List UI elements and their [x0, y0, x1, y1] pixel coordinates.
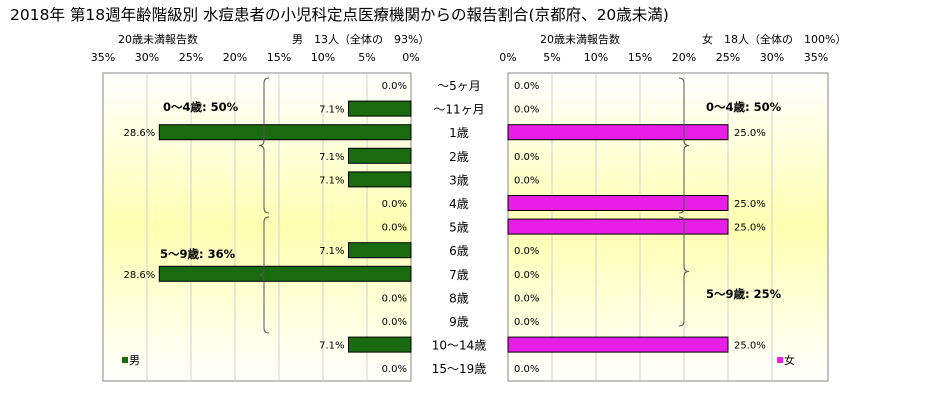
female-bar — [507, 124, 729, 141]
male-group-label-0-4: 0～4歳: 50% — [163, 100, 239, 114]
male-bar — [348, 171, 412, 188]
female-x-tick-label: 10% — [584, 51, 608, 64]
female-bar — [507, 195, 729, 211]
male-bar — [348, 336, 412, 353]
male-axis-caption: 20歳未満報告数 — [118, 33, 198, 46]
female-axis-caption: 20歳未満報告数 — [540, 33, 620, 46]
male-data-label: 0.0% — [382, 223, 407, 234]
male-legend-label: 男 — [129, 354, 140, 367]
female-data-label: 0.0% — [514, 105, 539, 116]
category-labels: ～5ヶ月 ～11ヶ月 1歳 2歳 3歳 4歳 5歳 6歳 7歳 8歳 9歳 10～14歳 15～19歳 — [432, 79, 487, 376]
category-label: 10～14歳 — [432, 339, 487, 353]
female-data-label: 0.0% — [514, 293, 539, 304]
female-data-label: 0.0% — [514, 270, 539, 281]
female-bar — [507, 218, 729, 235]
female-x-tick-label: 0% — [499, 51, 516, 64]
category-label: 6歳 — [449, 244, 469, 258]
female-x-tick-label: 35% — [804, 51, 828, 64]
male-x-tick-label: 25% — [179, 51, 203, 64]
male-x-tick-label: 0% — [402, 51, 419, 64]
female-data-label: 25.0% — [734, 128, 766, 139]
male-data-label: 0.0% — [382, 81, 407, 92]
male-group-brace — [258, 216, 270, 334]
female-header: 女 18人（全体の 100%） — [702, 32, 846, 46]
male-data-label: 0.0% — [382, 293, 407, 304]
male-x-tick-label: 5% — [358, 51, 375, 64]
female-x-tick-label: 20% — [672, 51, 696, 64]
female-data-label: 0.0% — [514, 317, 539, 328]
male-x-tick-label: 20% — [223, 51, 247, 64]
female-x-tick-label: 30% — [760, 51, 784, 64]
female-bar — [507, 336, 729, 353]
chart-title: 2018年 第18週年齢階級別 水痘患者の小児科定点医療機関からの報告割合(京都… — [10, 6, 669, 24]
male-bar — [348, 147, 412, 164]
female-legend-label: 女 — [784, 353, 795, 367]
female-legend-swatch — [777, 357, 783, 363]
category-label: 9歳 — [449, 315, 469, 329]
male-x-tick-label: 10% — [311, 51, 335, 64]
male-header: 男 13人（全体の 93%） — [292, 32, 429, 46]
male-x-tick-label: 15% — [267, 51, 291, 64]
male-data-label: 28.6% — [124, 270, 156, 281]
plot-area-male — [102, 72, 412, 382]
female-x-tick-label: 25% — [716, 51, 740, 64]
male-bar — [348, 242, 412, 259]
category-label: 4歳 — [449, 197, 469, 211]
category-label: ～5ヶ月 — [437, 79, 481, 93]
female-bars: 0.0% 0.0% 25.0% 0.0% 0.0% 25.0% 25.0% 0.0% 0.0% 0… — [507, 81, 766, 375]
male-bar — [348, 100, 412, 117]
female-data-label: 0.0% — [514, 364, 539, 375]
category-label: ～11ヶ月 — [433, 103, 484, 117]
male-group-label-5-9: 5～9歳: 36% — [160, 247, 236, 261]
category-label: 8歳 — [449, 291, 469, 305]
male-bars: 0.0% 7.1% 28.6% 7.1% 7.1% 0.0% 0.0% 7.1% 28.6% 0.… — [124, 81, 412, 375]
male-data-label: 0.0% — [382, 199, 407, 210]
male-data-label: 28.6% — [124, 128, 156, 139]
male-group-brace — [258, 77, 270, 214]
female-group-brace — [678, 216, 690, 327]
group-braces — [258, 77, 690, 334]
male-data-label: 7.1% — [319, 152, 344, 163]
male-x-tick-label: 30% — [135, 51, 159, 64]
male-bar — [158, 124, 412, 141]
female-x-ticks: 0% 5% 10% 15% 20% 25% 30% 35% — [499, 51, 828, 64]
category-label: 3歳 — [449, 173, 469, 187]
female-group-brace — [678, 77, 690, 214]
female-data-label: 0.0% — [514, 81, 539, 92]
male-data-label: 7.1% — [319, 341, 344, 352]
male-data-label: 7.1% — [319, 246, 344, 257]
female-x-tick-label: 15% — [628, 51, 652, 64]
male-data-label: 0.0% — [382, 317, 407, 328]
female-data-label: 25.0% — [734, 341, 766, 352]
female-data-label: 25.0% — [734, 223, 766, 234]
male-data-label: 7.1% — [319, 105, 344, 116]
category-label: 2歳 — [449, 150, 469, 164]
female-x-tick-label: 5% — [543, 51, 560, 64]
male-legend-swatch — [122, 357, 128, 363]
male-x-tick-label: 35% — [91, 51, 115, 64]
female-data-label: 0.0% — [514, 152, 539, 163]
female-data-label: 25.0% — [734, 199, 766, 210]
female-data-label: 0.0% — [514, 175, 539, 186]
category-label: 1歳 — [449, 126, 469, 140]
male-bar — [158, 265, 412, 282]
male-data-label: 7.1% — [319, 175, 344, 186]
female-group-label-0-4: 0～4歳: 50% — [706, 100, 782, 114]
male-x-ticks: 35% 30% 25% 20% 15% 10% 5% 0% — [91, 51, 420, 64]
category-label: 15～19歳 — [432, 362, 487, 376]
category-label: 7歳 — [449, 268, 469, 282]
female-data-label: 0.0% — [514, 246, 539, 257]
female-group-label-5-9: 5～9歳: 25% — [706, 287, 782, 301]
male-data-label: 0.0% — [382, 364, 407, 375]
category-label: 5歳 — [449, 221, 469, 235]
